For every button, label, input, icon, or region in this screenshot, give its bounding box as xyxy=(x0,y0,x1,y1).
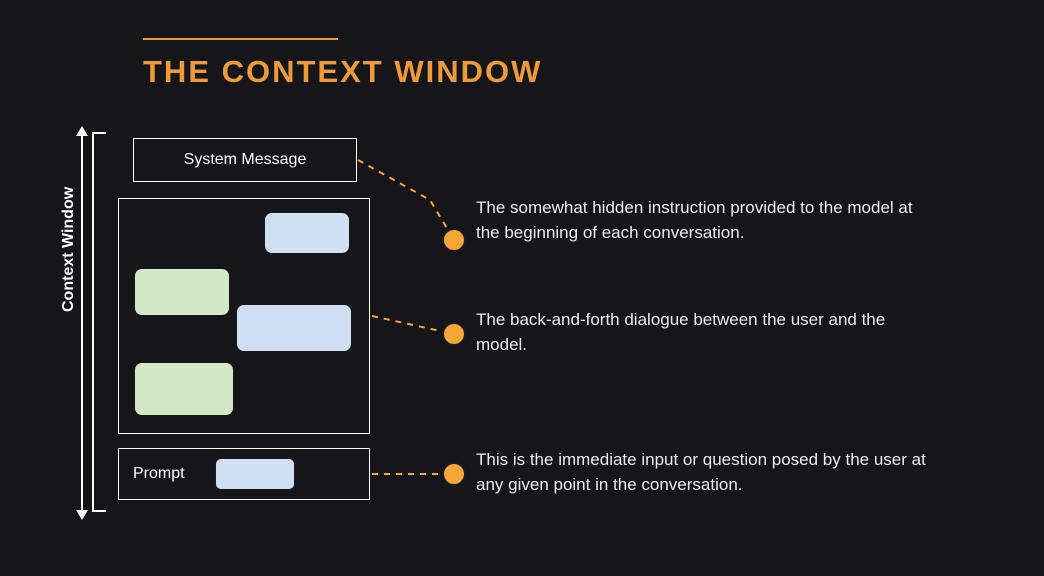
bracket-arrow-line xyxy=(81,136,83,510)
annotation-dot-icon xyxy=(442,462,466,486)
context-window-bracket xyxy=(92,132,106,512)
chat-bubble-assistant xyxy=(264,212,350,254)
system-message-box: System Message xyxy=(133,138,357,182)
arrow-down-icon xyxy=(76,510,88,520)
chat-bubble-assistant xyxy=(236,304,352,352)
system-message-label: System Message xyxy=(184,151,307,169)
arrow-up-icon xyxy=(76,126,88,136)
annotation-dot-icon xyxy=(442,228,466,252)
chat-bubble-user xyxy=(134,268,230,316)
prompt-mini-bubble xyxy=(215,458,295,490)
annotation-text: The back-and-forth dialogue between the … xyxy=(476,308,936,357)
chat-bubble-user xyxy=(134,362,234,416)
annotation-text: The somewhat hidden instruction provided… xyxy=(476,196,936,245)
annotation-dot-icon xyxy=(442,322,466,346)
prompt-box: Prompt xyxy=(118,448,370,500)
title-rule xyxy=(143,38,338,40)
prompt-label: Prompt xyxy=(133,465,185,483)
context-window-label: Context Window xyxy=(60,187,78,312)
page-title: THE CONTEXT WINDOW xyxy=(143,54,542,90)
annotation-text: This is the immediate input or question … xyxy=(476,448,936,497)
